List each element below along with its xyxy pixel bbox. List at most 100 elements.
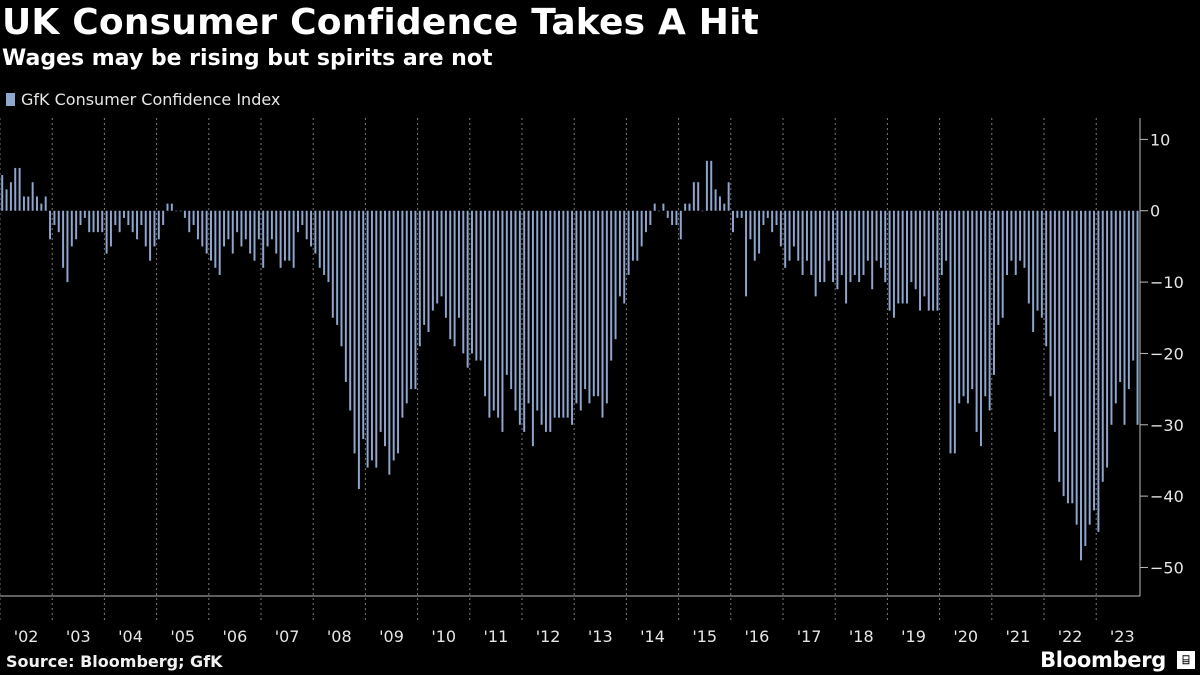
data-bar [183,210,186,218]
data-bar [871,210,874,290]
data-bar [101,210,104,233]
data-bar [832,210,835,283]
data-bar [1123,210,1126,425]
data-bar [971,210,974,390]
data-bar [775,210,778,226]
data-bar [1080,210,1082,561]
data-bar [253,210,256,261]
bloomberg-terminal-icon: ⌸ [1177,651,1195,669]
data-bar [379,210,382,432]
data-bar [979,210,982,447]
data-bar [244,210,247,240]
data-bar [649,210,652,226]
source-note: Source: Bloomberg; GfK [6,652,223,671]
data-bar [932,210,935,311]
data-bar [866,210,869,261]
data-bar [544,210,547,432]
data-bar [22,196,25,211]
data-bar [810,210,813,275]
data-bar [540,210,543,425]
data-bar [223,210,226,247]
x-tick-label: '12 [536,627,561,646]
data-bar [88,210,91,233]
data-bar [275,210,278,254]
data-bar [888,210,891,311]
data-bar [514,210,517,411]
data-bar [18,167,21,211]
data-bar [266,210,269,247]
data-bar [753,210,756,261]
data-bar [179,210,182,212]
data-bar [492,210,495,411]
brand-logo: Bloomberg [1040,648,1166,672]
data-bar [218,210,221,275]
data-bar [879,210,882,268]
data-bar [214,210,217,268]
y-tick-label: −20 [1150,344,1184,363]
data-bar [749,210,752,240]
data-bar [658,210,661,212]
data-bar [123,210,125,218]
data-bar [49,210,52,240]
data-bar [105,210,108,254]
data-bar [1062,210,1065,497]
data-bar [936,210,939,311]
data-bar [336,210,339,325]
x-tick-label: '17 [797,627,822,646]
data-bar [1101,210,1104,482]
data-bar [553,210,556,418]
data-bar [75,210,78,240]
data-bar [571,210,574,425]
data-bar [819,210,821,283]
data-bar [762,210,765,226]
data-bar [249,210,252,254]
x-tick-label: '08 [327,627,352,646]
data-bar [614,210,617,340]
data-bar [584,210,587,390]
data-bar [1045,210,1048,347]
data-bar [283,210,286,261]
data-bar [162,210,165,226]
data-bar [631,210,634,261]
x-tick-label: '11 [484,627,509,646]
data-bar [906,210,908,304]
data-bar [1027,210,1030,304]
data-bar [301,210,304,226]
data-bar [127,210,130,226]
data-bar [1106,210,1109,468]
data-bar [993,210,995,375]
data-bar [392,210,395,461]
data-bar [997,210,1000,325]
data-bar [375,210,378,468]
data-bar [153,210,156,247]
data-bar [692,182,695,211]
data-bar [945,210,948,261]
data-bar [479,210,482,361]
data-bar [940,210,943,275]
data-bar [588,210,591,404]
legend-swatch [6,93,15,106]
data-bar [388,210,391,475]
data-bar [1127,210,1130,390]
data-bar [331,210,334,318]
x-tick-label: '18 [849,627,874,646]
data-bar [1036,210,1039,311]
chart-title: UK Consumer Confidence Takes A Hit [2,2,760,43]
x-tick-label: '15 [692,627,717,646]
axes: 10 0 −10 −20 −30 −40 −50 '02 '03 '04 '05 '06 '07 '08 '… [0,118,1184,646]
data-bar [501,210,504,432]
data-bar [1136,210,1139,425]
data-bar [1058,210,1061,482]
data-bar [662,203,665,211]
data-bar [136,210,139,240]
y-tick-label: 10 [1150,130,1170,149]
data-bar [449,210,452,340]
x-tick-label: '02 [14,627,39,646]
data-bar [792,210,795,247]
data-bar [958,210,961,404]
data-bar [566,210,569,418]
data-bar [1006,210,1009,275]
data-bar [114,210,117,226]
data-bar [170,203,173,211]
data-bar [92,210,95,233]
